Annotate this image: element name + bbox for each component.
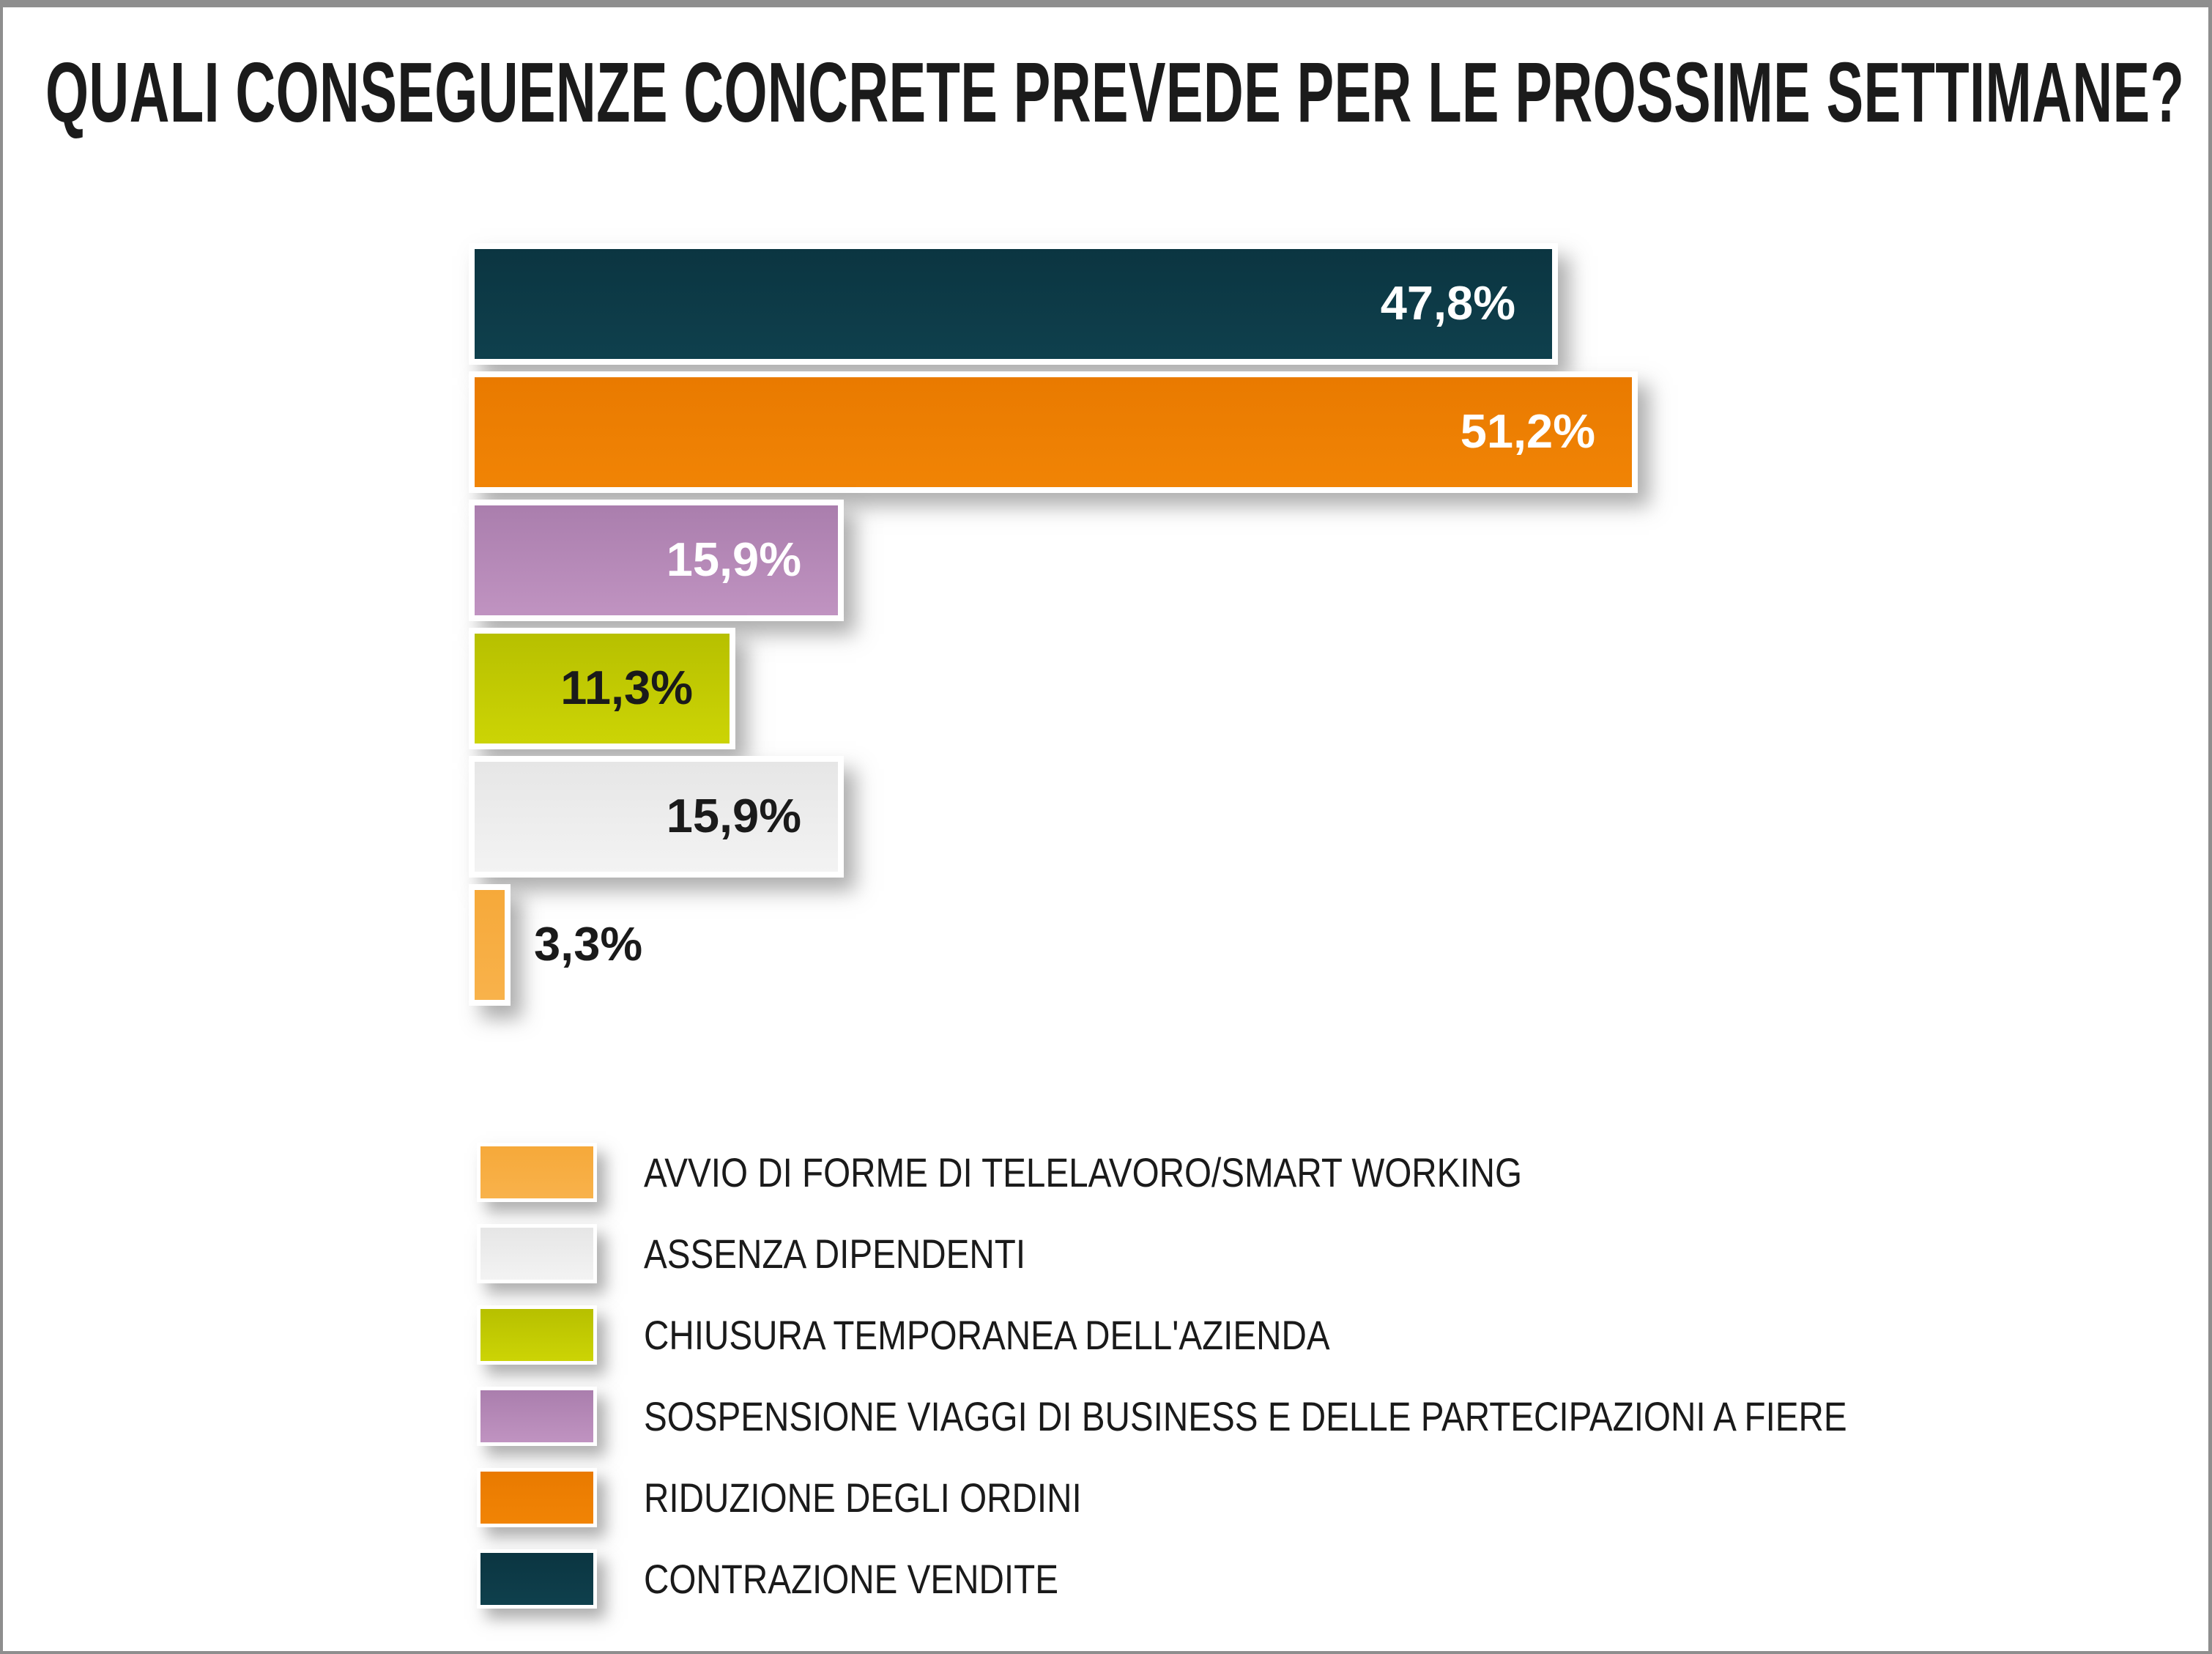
legend-row: ASSENZA DIPENDENTI <box>477 1224 1093 1283</box>
bar: 3,3% <box>469 884 642 1006</box>
bar: 15,9% <box>469 756 844 878</box>
legend-row: AVVIO DI FORME DI TELELAVORO/SMART WORKI… <box>477 1143 1677 1202</box>
bar: 47,8% <box>469 243 1558 365</box>
legend-row: RIDUZIONE DEGLI ORDINI <box>477 1468 1159 1527</box>
bar-row: 51,2% <box>469 371 1638 493</box>
legend: AVVIO DI FORME DI TELELAVORO/SMART WORKI… <box>3 7 2208 1651</box>
legend-label: SOSPENSIONE VIAGGI DI BUSINESS E DELLE P… <box>644 1393 1847 1439</box>
legend-swatch <box>477 1143 597 1202</box>
legend-swatch <box>477 1549 597 1609</box>
legend-swatch <box>477 1305 597 1365</box>
legend-swatch <box>477 1224 597 1283</box>
bar: 15,9% <box>469 500 844 621</box>
bar: 51,2% <box>469 371 1638 493</box>
bar: 11,3% <box>469 628 735 749</box>
bar-value-label: 15,9% <box>666 789 801 842</box>
legend-label: CHIUSURA TEMPORANEA DELL'AZIENDA <box>644 1312 1330 1358</box>
bar-row: 47,8% <box>469 243 1558 365</box>
legend-label: AVVIO DI FORME DI TELELAVORO/SMART WORKI… <box>644 1149 1523 1195</box>
bar-row: 15,9% <box>469 500 844 621</box>
bar-value-label: 11,3% <box>560 661 693 714</box>
bar-row: 15,9% <box>469 756 844 878</box>
legend-row: SOSPENSIONE VIAGGI DI BUSINESS E DELLE P… <box>477 1387 2060 1446</box>
bar-value-label: 15,9% <box>666 533 801 586</box>
legend-swatch <box>477 1468 597 1527</box>
bar-plot: 47,8% 51,2% 15,9% 11,3% 15,9% 3,3% <box>3 7 2208 1651</box>
legend-label: ASSENZA DIPENDENTI <box>644 1231 1026 1277</box>
bar-value-label: 47,8% <box>1380 276 1515 330</box>
bar-row: 3,3% <box>469 884 642 1006</box>
legend-label: RIDUZIONE DEGLI ORDINI <box>644 1475 1082 1521</box>
legend-label: CONTRAZIONE VENDITE <box>644 1556 1058 1602</box>
bar-row: 11,3% <box>469 628 735 749</box>
bar-value-label: 51,2% <box>1460 404 1595 458</box>
legend-swatch <box>477 1387 597 1446</box>
page-title: QUALI CONSEGUENZE CONCRETE PREVEDE PER L… <box>45 45 2185 140</box>
legend-row: CHIUSURA TEMPORANEA DELL'AZIENDA <box>477 1305 1451 1365</box>
bar-value-label: 3,3% <box>534 917 643 971</box>
legend-row: CONTRAZIONE VENDITE <box>477 1549 1132 1609</box>
